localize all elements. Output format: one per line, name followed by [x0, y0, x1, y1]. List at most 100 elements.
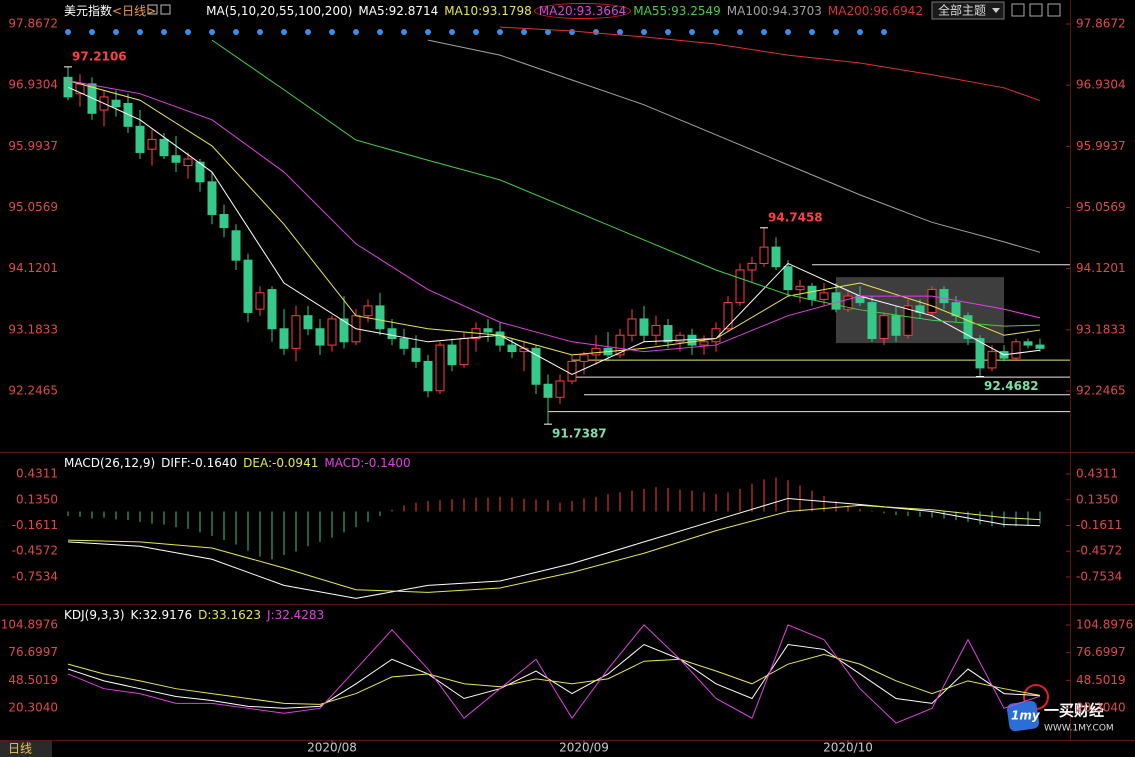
icon[interactable] — [147, 4, 158, 15]
candle-body — [771, 246, 781, 268]
y-tick-label: 97.8672 — [8, 16, 58, 30]
candle-body — [903, 305, 913, 336]
theme-button[interactable] — [931, 1, 1005, 20]
signal-dot — [521, 29, 527, 35]
y-tick-label: 95.9937 — [1076, 139, 1126, 153]
logo-text: 一买财经 — [1044, 702, 1104, 720]
signal-dot — [449, 29, 455, 35]
candle-body — [795, 285, 805, 291]
candle-body — [459, 338, 469, 366]
candle-body — [663, 324, 673, 343]
candle-body — [819, 292, 829, 300]
signal-dot — [185, 29, 191, 35]
y-tick-label: 93.1833 — [1076, 322, 1126, 336]
candle-body — [303, 315, 313, 330]
params-label: KDJ(9,3,3) — [64, 608, 125, 622]
main-legend: 美元指数 <日线> MA(5,10,20,55,100,200) MA5:92.871… — [64, 3, 923, 19]
line — [67, 653, 1041, 705]
y-tick-label: 104.8976 — [1076, 618, 1133, 632]
legend-entry: DIFF:-0.1640 — [161, 456, 238, 470]
signal-dot — [761, 29, 767, 35]
candle-body — [195, 161, 205, 183]
y-tick-label: 0.4311 — [1076, 467, 1118, 481]
macd-legend: MACD(26,12,9) DIFF:-0.1640 DEA:-0.0941 MACD… — [64, 455, 411, 471]
candle-body — [339, 318, 349, 343]
dropdown-arrow[interactable] — [992, 8, 1000, 13]
annotation-label: 92.4682 — [984, 379, 1039, 393]
y-tick-label: 48.5019 — [1076, 673, 1126, 687]
candle-body — [507, 344, 517, 353]
kdj-legend: KDJ(9,3,3) K:32.9176 D:33.1623 J:32.4283 — [64, 607, 324, 623]
signal-dot — [617, 29, 623, 35]
candle-body — [807, 285, 817, 300]
signal-dot — [401, 29, 407, 35]
candle-body — [627, 318, 637, 336]
tab[interactable] — [0, 741, 52, 757]
y-tick-label: 0.1350 — [16, 492, 58, 506]
candle-body — [555, 380, 565, 398]
candle-body — [435, 344, 445, 392]
candle-body — [939, 289, 949, 304]
y-tick-label: -0.4572 — [12, 544, 58, 558]
y-tick-label: 0.1350 — [1076, 492, 1118, 506]
candle-body — [615, 334, 625, 356]
y-tick-label: 0.4311 — [16, 467, 58, 481]
signal-dot — [689, 29, 695, 35]
candle-body — [531, 347, 541, 385]
candle-body — [1011, 341, 1021, 359]
y-tick-label: 95.9937 — [8, 139, 58, 153]
y-tick-label: 92.2465 — [1076, 384, 1126, 398]
candle-body — [591, 347, 601, 356]
signal-dot — [233, 29, 239, 35]
candle-body — [183, 158, 193, 167]
candle-body — [699, 341, 709, 346]
candle-body — [171, 155, 181, 163]
y-tick-label: 94.1201 — [1076, 261, 1126, 275]
annotation-label: 94.7458 — [768, 210, 823, 224]
y-tick-label: 95.0569 — [8, 200, 58, 214]
legend-entry: MA10:93.1798 — [444, 4, 532, 18]
candle-body — [1023, 341, 1033, 346]
signal-dot — [113, 29, 119, 35]
candle-body — [543, 383, 553, 398]
line — [67, 497, 1041, 599]
candle-body — [219, 213, 229, 229]
candle-body — [387, 328, 397, 340]
candle-body — [231, 230, 241, 261]
signal-dot — [785, 29, 791, 35]
theme-button-label[interactable]: 全部主题 — [938, 3, 986, 18]
candle-body — [447, 344, 457, 366]
candle-body — [207, 181, 217, 215]
candle-body — [759, 246, 769, 264]
candle-body — [963, 315, 973, 340]
candle-body — [159, 138, 169, 157]
y-tick-label: 97.8672 — [1076, 16, 1126, 30]
y-tick-label: 20.3040 — [1076, 701, 1126, 715]
icon-button[interactable] — [1011, 3, 1025, 17]
icon-button[interactable] — [1029, 3, 1043, 17]
candle-body — [363, 305, 373, 317]
icon[interactable] — [160, 4, 171, 15]
candle-body — [135, 125, 145, 153]
params-label: MA(5,10,20,55,100,200) — [206, 4, 353, 18]
candle-body — [639, 318, 649, 336]
y-tick-label: -0.4572 — [1076, 544, 1122, 558]
candle-body — [147, 138, 157, 150]
candle-body — [423, 360, 433, 392]
candle-body — [483, 328, 493, 333]
tab-label[interactable]: 日线 — [8, 742, 32, 756]
annotation-label: 97.2106 — [72, 49, 127, 63]
candle-body — [783, 266, 793, 291]
logo-badge — [1006, 700, 1040, 732]
x-tick-label: 2020/08 — [307, 741, 357, 755]
signal-dot — [209, 29, 215, 35]
chart-title: 美元指数 — [64, 4, 113, 18]
y-tick-label: 96.9304 — [1076, 78, 1126, 92]
x-tick-label: 2020/10 — [823, 741, 873, 755]
icon-button[interactable] — [1047, 3, 1061, 17]
candle-body — [567, 360, 577, 382]
candle-body — [243, 259, 253, 313]
signal-dot — [881, 29, 887, 35]
legend-entry: MA200:96.6942 — [827, 4, 924, 18]
